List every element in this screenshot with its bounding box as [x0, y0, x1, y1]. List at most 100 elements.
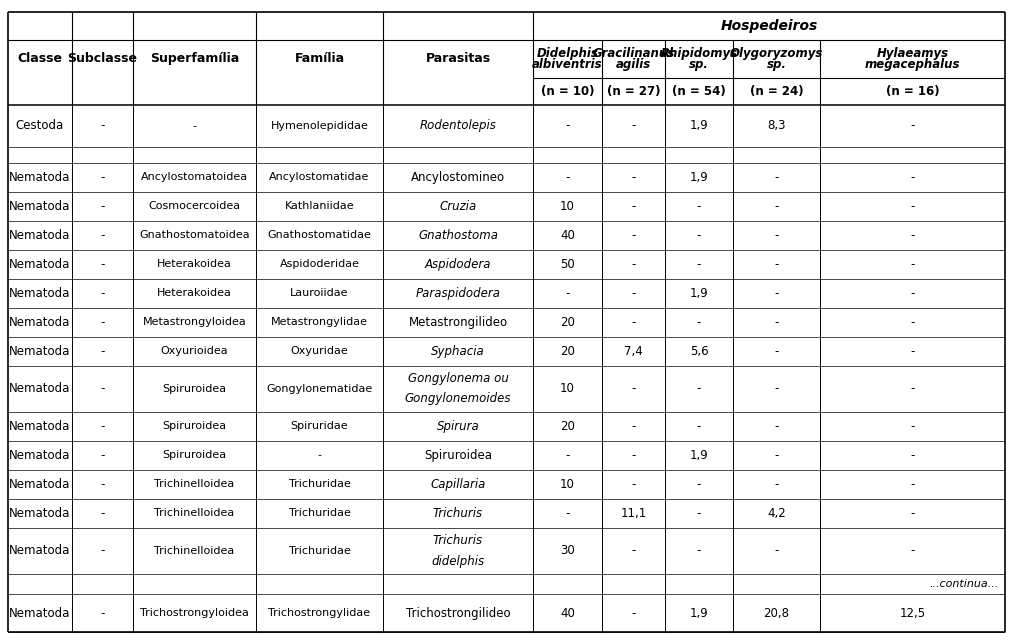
Text: Gongylonema ou: Gongylonema ou: [407, 372, 509, 385]
Text: -: -: [100, 545, 104, 557]
Text: Nematoda: Nematoda: [9, 258, 71, 271]
Text: Gnathostomatoidea: Gnathostomatoidea: [139, 230, 250, 240]
Text: 12,5: 12,5: [900, 607, 926, 620]
Text: -: -: [774, 420, 779, 433]
Text: 1,9: 1,9: [690, 607, 708, 620]
Text: -: -: [697, 229, 701, 242]
Text: -: -: [631, 478, 636, 491]
Text: 1,9: 1,9: [690, 449, 708, 462]
Text: Parasitas: Parasitas: [425, 52, 490, 65]
Text: 40: 40: [560, 229, 575, 242]
Text: Metastrongyloidea: Metastrongyloidea: [143, 317, 246, 327]
Text: Aspidoderidae: Aspidoderidae: [280, 259, 360, 269]
Text: Hylaeamys: Hylaeamys: [876, 47, 948, 60]
Text: Ancylostomatidae: Ancylostomatidae: [269, 172, 370, 182]
Text: -: -: [631, 607, 636, 620]
Text: -: -: [100, 344, 104, 358]
Text: Trichostrongylidae: Trichostrongylidae: [268, 608, 371, 618]
Text: -: -: [697, 316, 701, 329]
Text: Gongylonematidae: Gongylonematidae: [266, 384, 373, 394]
Text: -: -: [697, 258, 701, 271]
Text: megacephalus: megacephalus: [865, 58, 960, 71]
Text: -: -: [774, 344, 779, 358]
Text: sp.: sp.: [767, 58, 786, 71]
Text: Superfamília: Superfamília: [150, 52, 239, 65]
Text: Nematoda: Nematoda: [9, 449, 71, 462]
Text: Nematoda: Nematoda: [9, 507, 71, 520]
Text: Heterakoidea: Heterakoidea: [157, 259, 232, 269]
Text: Trichinelloidea: Trichinelloidea: [154, 479, 235, 490]
Text: Trichuris: Trichuris: [433, 534, 483, 547]
Text: Metastrongylidae: Metastrongylidae: [271, 317, 368, 327]
Text: Cestoda: Cestoda: [16, 120, 64, 132]
Text: 20: 20: [560, 420, 575, 433]
Text: 1,9: 1,9: [690, 120, 708, 132]
Text: -: -: [631, 287, 636, 300]
Text: -: -: [100, 229, 104, 242]
Text: Spiruroidea: Spiruroidea: [162, 451, 227, 460]
Text: Oxyuridae: Oxyuridae: [291, 346, 348, 356]
Text: -: -: [631, 545, 636, 557]
Text: Nematoda: Nematoda: [9, 344, 71, 358]
Text: -: -: [317, 451, 321, 460]
Text: Trichostrongyloidea: Trichostrongyloidea: [140, 608, 249, 618]
Text: -: -: [631, 200, 636, 213]
Text: -: -: [631, 382, 636, 396]
Text: Ancylostomatoidea: Ancylostomatoidea: [141, 172, 248, 182]
Text: Nematoda: Nematoda: [9, 287, 71, 300]
Text: -: -: [631, 420, 636, 433]
Text: -: -: [565, 171, 569, 184]
Text: -: -: [774, 258, 779, 271]
Text: Hospedeiros: Hospedeiros: [720, 19, 817, 33]
Text: Trichinelloidea: Trichinelloidea: [154, 546, 235, 556]
Text: -: -: [911, 507, 915, 520]
Text: Classe: Classe: [17, 52, 63, 65]
Text: -: -: [774, 449, 779, 462]
Text: -: -: [100, 382, 104, 396]
Text: 10: 10: [560, 382, 575, 396]
Text: -: -: [565, 507, 569, 520]
Text: Nematoda: Nematoda: [9, 171, 71, 184]
Text: Syphacia: Syphacia: [432, 344, 485, 358]
Text: Hymenolepididae: Hymenolepididae: [270, 121, 369, 131]
Text: -: -: [911, 316, 915, 329]
Text: Oxyurioidea: Oxyurioidea: [161, 346, 228, 356]
Text: -: -: [697, 200, 701, 213]
Text: (n = 10): (n = 10): [541, 85, 595, 98]
Text: (n = 16): (n = 16): [885, 85, 939, 98]
Text: Aspidodera: Aspidodera: [424, 258, 491, 271]
Text: Kathlaniidae: Kathlaniidae: [285, 202, 355, 211]
Text: -: -: [774, 287, 779, 300]
Text: 50: 50: [560, 258, 574, 271]
Text: Gnathostomatidae: Gnathostomatidae: [267, 230, 372, 240]
Text: Spiruroidea: Spiruroidea: [162, 421, 227, 431]
Text: -: -: [100, 316, 104, 329]
Text: Lauroiidae: Lauroiidae: [291, 288, 348, 298]
Text: Nematoda: Nematoda: [9, 478, 71, 491]
Text: -: -: [774, 200, 779, 213]
Text: -: -: [774, 229, 779, 242]
Text: -: -: [100, 120, 104, 132]
Text: (n = 24): (n = 24): [750, 85, 803, 98]
Text: -: -: [100, 171, 104, 184]
Text: -: -: [100, 449, 104, 462]
Text: -: -: [911, 200, 915, 213]
Text: -: -: [100, 507, 104, 520]
Text: -: -: [911, 287, 915, 300]
Text: Trichinelloidea: Trichinelloidea: [154, 508, 235, 518]
Text: -: -: [911, 545, 915, 557]
Text: Heterakoidea: Heterakoidea: [157, 288, 232, 298]
Text: albiventris: albiventris: [532, 58, 603, 71]
Text: 20: 20: [560, 344, 575, 358]
Text: Olygoryzomys: Olygoryzomys: [729, 47, 824, 60]
Text: Trichuris: Trichuris: [433, 507, 483, 520]
Text: Subclasse: Subclasse: [68, 52, 138, 65]
Text: Nematoda: Nematoda: [9, 382, 71, 396]
Text: sp.: sp.: [689, 58, 709, 71]
Text: Metastrongilideo: Metastrongilideo: [408, 316, 508, 329]
Text: -: -: [774, 382, 779, 396]
Text: -: -: [911, 120, 915, 132]
Text: 10: 10: [560, 478, 575, 491]
Text: -: -: [697, 545, 701, 557]
Text: Didelphis: Didelphis: [537, 47, 599, 60]
